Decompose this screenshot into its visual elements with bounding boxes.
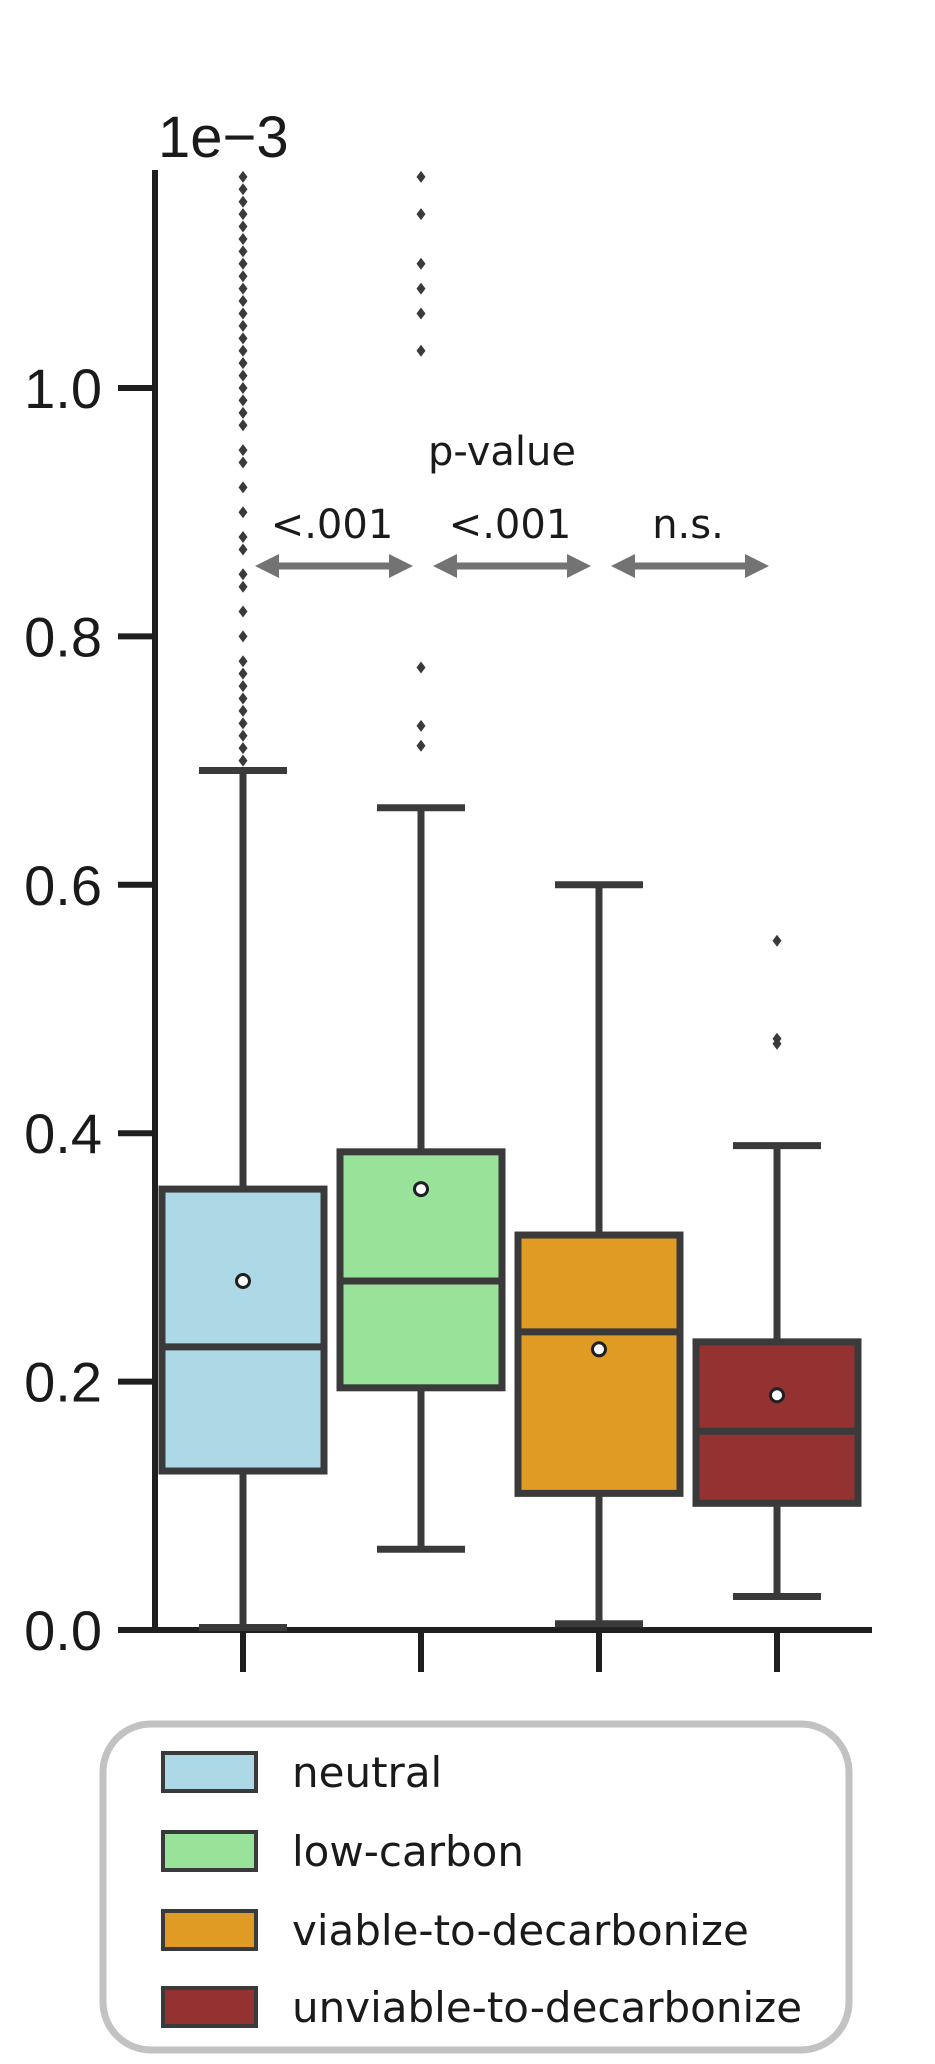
outlier-point	[238, 568, 248, 581]
legend-swatch-viable-to-decarbonize	[161, 1909, 258, 1951]
outlier-point	[238, 444, 248, 457]
y-tick-label: 1.0	[24, 357, 102, 420]
outlier-point	[416, 170, 426, 183]
outlier-point	[238, 208, 248, 221]
y-tick-label: 0.6	[24, 854, 102, 917]
outlier-point	[416, 282, 426, 295]
outlier-point	[238, 692, 248, 705]
outlier-point	[416, 719, 426, 732]
boxes	[158, 170, 862, 1632]
outlier-point	[238, 630, 248, 643]
outlier-point	[238, 344, 248, 357]
outlier-point	[238, 319, 248, 332]
outlier-point	[238, 183, 248, 196]
box-unviable-to-decarbonize	[692, 934, 862, 1600]
mean-marker	[591, 1341, 607, 1358]
outlier-point	[772, 1032, 782, 1045]
outlier-point	[238, 195, 248, 208]
outlier-point	[238, 754, 248, 767]
outlier-point	[238, 232, 248, 245]
outlier-point	[238, 282, 248, 295]
p-value-title: p-value	[428, 429, 576, 475]
outlier-point	[416, 739, 426, 752]
outlier-point	[238, 257, 248, 270]
mean-marker	[235, 1272, 251, 1289]
p-value-annotations: p-value <.001 <.001 n.s.	[255, 429, 769, 578]
outlier-point	[238, 655, 248, 668]
outlier-point	[238, 506, 248, 519]
outlier-point	[238, 531, 248, 544]
outlier-point	[238, 704, 248, 717]
legend-label-neutral: neutral	[292, 1748, 442, 1797]
mean-marker	[769, 1387, 785, 1404]
outlier-point	[238, 543, 248, 556]
y-tick-label: 0.4	[24, 1102, 102, 1165]
comparison-label: <.001	[449, 502, 572, 548]
outlier-point	[238, 307, 248, 320]
mean-marker	[413, 1181, 429, 1198]
outlier-point	[416, 661, 426, 674]
y-axis-ticks: 0.0 0.2 0.4 0.6 0.8 1.0	[24, 357, 155, 1662]
outlier-point	[238, 667, 248, 680]
x-axis-ticks	[240, 1630, 780, 1672]
outlier-point	[238, 419, 248, 432]
comparison-label: n.s.	[652, 502, 724, 548]
comparison-label: <.001	[271, 502, 394, 548]
legend-swatch-unviable-to-decarbonize	[161, 1986, 258, 2028]
legend: neutral low-carbon viable-to-decarbonize un…	[99, 1720, 853, 2054]
outlier-point	[238, 580, 248, 593]
iqr-box	[336, 1148, 506, 1392]
outlier-point	[238, 245, 248, 258]
outlier-point	[238, 270, 248, 283]
box-low-carbon	[336, 170, 506, 1553]
outlier-point	[238, 295, 248, 308]
y-tick-label: 0.8	[24, 605, 102, 668]
comparison-arrow	[255, 554, 413, 578]
outlier-point	[416, 208, 426, 221]
outlier-point	[238, 456, 248, 469]
outlier-point	[238, 369, 248, 382]
outlier-point	[238, 481, 248, 494]
legend-swatch-low-carbon	[161, 1830, 258, 1872]
comparison-arrow	[433, 554, 591, 578]
outlier-point	[238, 357, 248, 370]
legend-label-viable-to-decarbonize: viable-to-decarbonize	[292, 1906, 749, 1955]
outlier-point	[238, 394, 248, 407]
legend-label-low-carbon: low-carbon	[292, 1827, 524, 1876]
iqr-box	[692, 1338, 862, 1507]
axis-scale-label: 1e−3	[158, 105, 289, 170]
outlier-point	[238, 170, 248, 183]
outlier-point	[238, 406, 248, 419]
outlier-point	[772, 934, 782, 947]
outlier-point	[238, 717, 248, 730]
outlier-point	[238, 605, 248, 618]
y-tick-label: 0.0	[24, 1599, 102, 1662]
outlier-point	[416, 344, 426, 357]
legend-label-unviable-to-decarbonize: unviable-to-decarbonize	[292, 1983, 802, 2032]
box-neutral	[158, 170, 328, 1632]
outlier-point	[238, 382, 248, 394]
outlier-point	[416, 257, 426, 270]
y-tick-label: 0.2	[24, 1351, 102, 1414]
legend-swatch-neutral	[161, 1751, 258, 1793]
outlier-point	[238, 729, 248, 742]
comparison-arrow	[611, 554, 769, 578]
outlier-point	[238, 332, 248, 345]
outlier-point	[238, 680, 248, 693]
outlier-point	[238, 742, 248, 755]
iqr-box	[158, 1185, 328, 1475]
iqr-box	[514, 1231, 684, 1497]
legend-frame	[99, 1720, 853, 2054]
outlier-point	[416, 307, 426, 320]
box-viable-to-decarbonize	[514, 881, 684, 1628]
outlier-point	[238, 220, 248, 233]
